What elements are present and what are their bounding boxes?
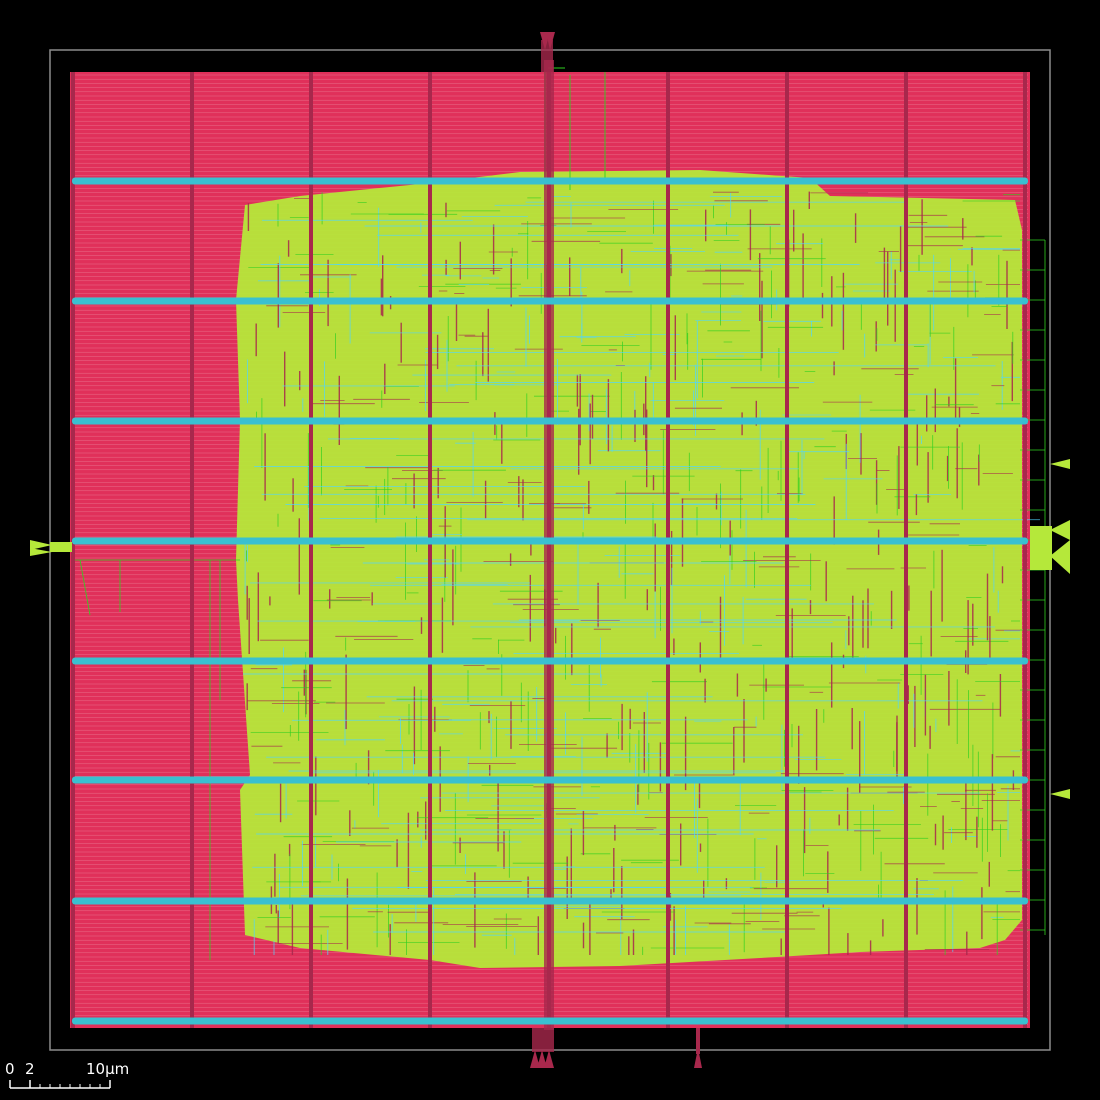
pin-left-2[interactable]: [30, 548, 52, 556]
signal-routing: [72, 67, 1046, 960]
pin-top-stem: [541, 40, 553, 72]
scale-label-two: 2: [25, 1060, 35, 1078]
vertical-power-stripes: [71, 60, 1027, 1030]
vertical-power-stripe: [666, 72, 670, 1028]
pin-right-3[interactable]: [1050, 540, 1070, 574]
vertical-power-stripe: [309, 72, 313, 1028]
vertical-power-stripe: [1023, 72, 1027, 1028]
io-pins: [30, 32, 1070, 1068]
pin-left-1[interactable]: [30, 540, 52, 550]
horizontal-power-strap: [72, 776, 1028, 784]
horizontal-power-strap: [72, 897, 1028, 905]
pin-right-2[interactable]: [1050, 520, 1070, 540]
escape-route: [79, 559, 91, 616]
vertical-power-stripe: [71, 72, 75, 1028]
pin-right-4[interactable]: [1050, 789, 1070, 799]
pin-bottom-1[interactable]: [530, 1050, 540, 1068]
scale-label-zero: 0: [5, 1060, 15, 1078]
placement-region: [72, 67, 1046, 968]
horizontal-power-strap: [72, 537, 1028, 545]
horizontal-power-strap: [72, 1017, 1028, 1025]
horizontal-power-strap: [72, 297, 1028, 305]
horizontal-power-straps: [72, 177, 1028, 1025]
pin-bottom-2[interactable]: [537, 1050, 547, 1068]
scale-ruler: [9, 1080, 111, 1089]
pin-bottom-stem: [532, 1028, 554, 1052]
scale-label-ten: 10µm: [86, 1060, 130, 1078]
vertical-power-stripe: [428, 72, 432, 1028]
pin-right-stem: [1030, 526, 1052, 570]
pin-right-1[interactable]: [1050, 459, 1070, 469]
vertical-power-stripe: [190, 72, 194, 1028]
vertical-power-stripe: [785, 72, 789, 1028]
pin-bottom-4-stem: [696, 1028, 700, 1054]
pin-bottom-4[interactable]: [694, 1048, 702, 1068]
vertical-power-stripe: [904, 72, 908, 1028]
vertical-signal-trunk: [544, 60, 554, 1030]
std-cell-cluster: [236, 170, 1022, 968]
pin-left-stem: [50, 542, 72, 552]
horizontal-power-strap: [72, 417, 1028, 425]
horizontal-power-strap: [72, 657, 1028, 665]
scale-bar: 0 2 10µm: [0, 1058, 140, 1098]
horizontal-power-strap: [72, 177, 1028, 185]
pin-bottom-3[interactable]: [544, 1050, 554, 1068]
